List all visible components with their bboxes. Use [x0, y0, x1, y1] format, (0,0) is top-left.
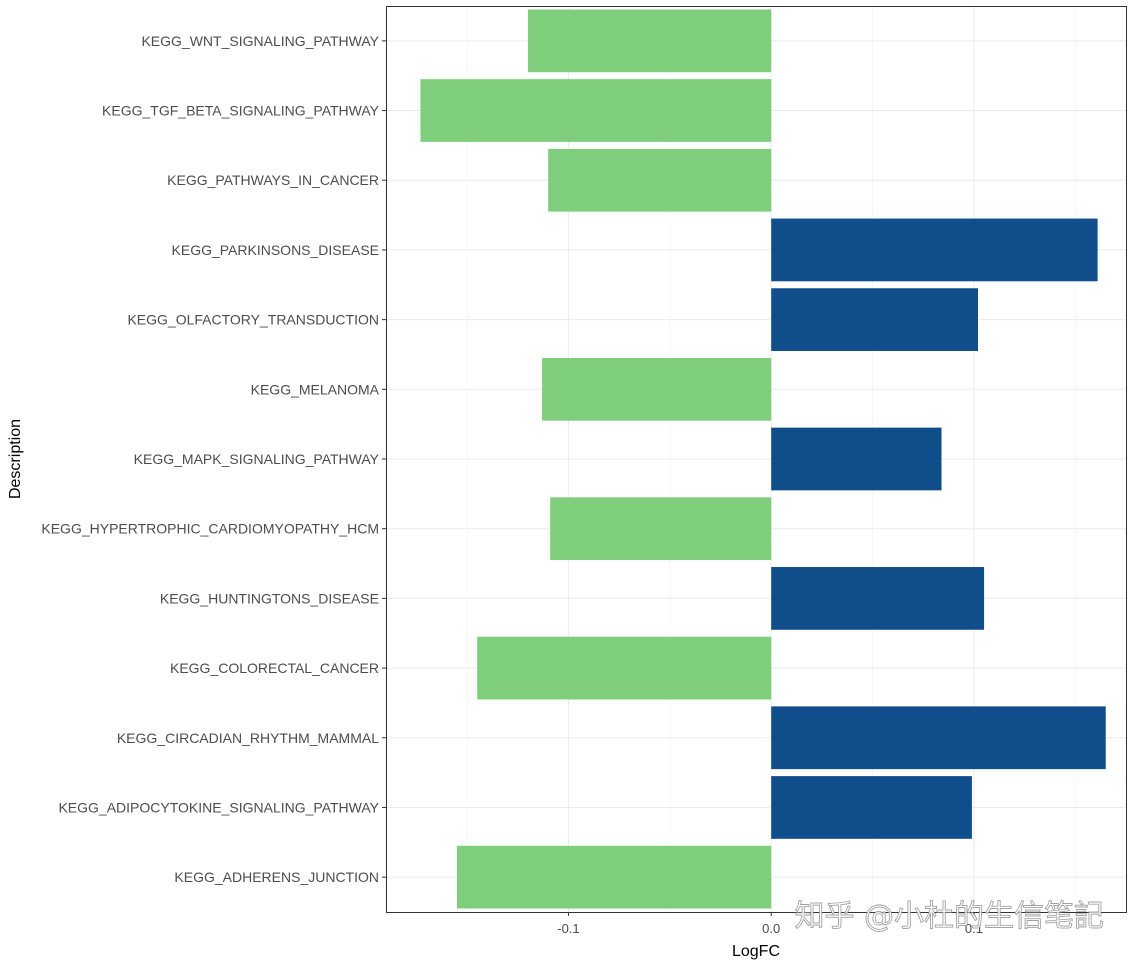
panel-border	[386, 6, 1127, 913]
y-tick-label: KEGG_ADHERENS_JUNCTION	[174, 869, 379, 885]
y-tick-label: KEGG_MELANOMA	[251, 381, 380, 397]
x-tick-label: -0.1	[557, 921, 579, 936]
y-tick-label: KEGG_COLORECTAL_CANCER	[170, 660, 379, 676]
y-tick-label: KEGG_MAPK_SIGNALING_PATHWAY	[134, 451, 380, 467]
bar	[771, 218, 1098, 282]
bar	[527, 9, 772, 73]
y-tick-label: KEGG_WNT_SIGNALING_PATHWAY	[141, 33, 379, 49]
y-axis-title: Description	[7, 419, 24, 499]
y-tick-label: KEGG_CIRCADIAN_RHYTHM_MAMMAL	[117, 730, 379, 746]
bar	[550, 497, 772, 561]
y-tick-label: KEGG_PARKINSONS_DISEASE	[172, 242, 379, 258]
bar	[420, 79, 772, 142]
y-tick-label: KEGG_ADIPOCYTOKINE_SIGNALING_PATHWAY	[58, 799, 379, 815]
y-tick-label: KEGG_PATHWAYS_IN_CANCER	[167, 172, 379, 188]
bars	[420, 9, 1106, 909]
bar	[771, 706, 1106, 770]
x-axis-title: LogFC	[732, 943, 780, 960]
bar	[456, 845, 772, 909]
y-tick-label: KEGG_TGF_BETA_SIGNALING_PATHWAY	[102, 103, 380, 119]
bar	[548, 148, 772, 212]
y-tick-label: KEGG_HUNTINGTONS_DISEASE	[160, 590, 379, 606]
y-tick-label: KEGG_HYPERTROPHIC_CARDIOMYOPATHY_HCM	[41, 521, 379, 537]
bar	[477, 636, 772, 700]
bar	[542, 357, 772, 421]
y-tick-label: KEGG_OLFACTORY_TRANSDUCTION	[127, 312, 379, 328]
watermark: 知乎 @小杜的生信笔記	[794, 899, 1104, 934]
y-axis-category-labels: KEGG_WNT_SIGNALING_PATHWAY KEGG_TGF_BETA_…	[41, 33, 386, 885]
x-tick-label: 0.1	[965, 921, 983, 936]
bar	[771, 567, 985, 630]
x-axis-ticks: -0.1 0.0 0.1	[557, 912, 983, 936]
x-tick-label: 0.0	[762, 921, 780, 936]
bar	[771, 288, 978, 351]
bar	[771, 427, 942, 491]
bar	[771, 776, 972, 839]
